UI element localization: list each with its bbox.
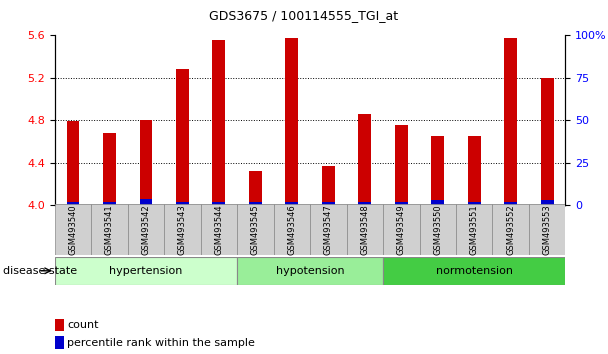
- Bar: [285, 202, 298, 205]
- Bar: [420, 204, 456, 255]
- Bar: [103, 202, 116, 205]
- Bar: [395, 202, 407, 205]
- Text: GSM493551: GSM493551: [470, 204, 478, 255]
- Bar: [504, 38, 517, 205]
- Bar: [66, 121, 79, 205]
- Text: GSM493540: GSM493540: [69, 204, 77, 255]
- Bar: [322, 202, 334, 205]
- Bar: [383, 257, 565, 285]
- Bar: [347, 204, 383, 255]
- Bar: [249, 202, 261, 205]
- Bar: [237, 204, 274, 255]
- Text: hypotension: hypotension: [276, 266, 344, 276]
- Bar: [274, 204, 310, 255]
- Bar: [66, 202, 79, 205]
- Bar: [212, 202, 225, 205]
- Bar: [55, 257, 237, 285]
- Bar: [541, 78, 553, 205]
- Bar: [310, 204, 347, 255]
- Bar: [541, 200, 553, 205]
- Text: hypertension: hypertension: [109, 266, 182, 276]
- Bar: [383, 204, 420, 255]
- Bar: [176, 69, 188, 205]
- Text: count: count: [67, 320, 99, 330]
- Bar: [468, 136, 480, 205]
- Bar: [201, 204, 237, 255]
- Bar: [139, 199, 152, 205]
- Text: GSM493543: GSM493543: [178, 204, 187, 255]
- Bar: [529, 204, 565, 255]
- Bar: [55, 204, 91, 255]
- Bar: [55, 319, 64, 331]
- Text: disease state: disease state: [3, 266, 77, 276]
- Bar: [431, 136, 444, 205]
- Text: GSM493547: GSM493547: [324, 204, 333, 255]
- Text: GSM493544: GSM493544: [215, 204, 223, 255]
- Bar: [322, 166, 334, 205]
- Bar: [504, 202, 517, 205]
- Bar: [249, 171, 261, 205]
- Bar: [237, 257, 383, 285]
- Bar: [139, 120, 152, 205]
- Bar: [358, 202, 371, 205]
- Bar: [103, 133, 116, 205]
- Bar: [358, 114, 371, 205]
- Text: percentile rank within the sample: percentile rank within the sample: [67, 338, 255, 348]
- Bar: [285, 38, 298, 205]
- Bar: [395, 125, 407, 205]
- Bar: [91, 204, 128, 255]
- Text: GSM493545: GSM493545: [251, 204, 260, 255]
- Text: GDS3675 / 100114555_TGI_at: GDS3675 / 100114555_TGI_at: [209, 9, 399, 22]
- Bar: [128, 204, 164, 255]
- Bar: [176, 202, 188, 205]
- Bar: [212, 40, 225, 205]
- Bar: [164, 204, 201, 255]
- Text: GSM493541: GSM493541: [105, 204, 114, 255]
- Text: GSM493546: GSM493546: [288, 204, 296, 255]
- Bar: [55, 336, 64, 349]
- Bar: [431, 200, 444, 205]
- Text: GSM493542: GSM493542: [142, 204, 150, 255]
- Text: GSM493549: GSM493549: [397, 204, 406, 255]
- Text: GSM493553: GSM493553: [543, 204, 551, 255]
- Text: GSM493548: GSM493548: [361, 204, 369, 255]
- Bar: [456, 204, 492, 255]
- Text: normotension: normotension: [436, 266, 513, 276]
- Text: GSM493550: GSM493550: [434, 204, 442, 255]
- Bar: [492, 204, 529, 255]
- Bar: [468, 202, 480, 205]
- Text: GSM493552: GSM493552: [506, 204, 515, 255]
